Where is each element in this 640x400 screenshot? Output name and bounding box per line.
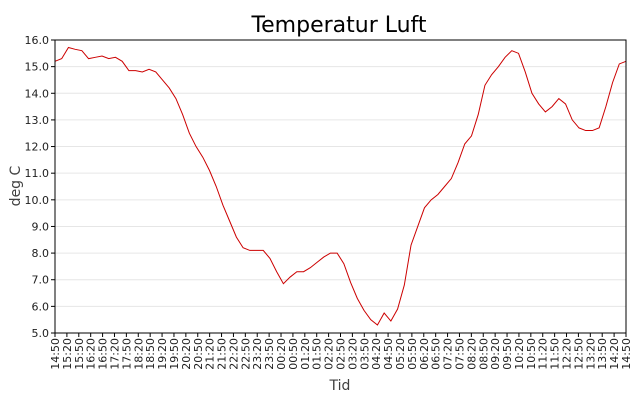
x-tick-label: 22:50 (239, 338, 252, 370)
x-tick-label: 15:20 (61, 338, 74, 370)
x-tick-label: 09:20 (489, 338, 502, 370)
x-tick-label: 07:50 (453, 338, 466, 370)
x-axis-label: Tid (329, 378, 351, 394)
x-tick-label: 14:20 (608, 338, 621, 370)
x-tick-label: 15:50 (73, 338, 86, 370)
plot-area-frame (54, 39, 627, 334)
x-axis-ticks: 14:5015:2015:5016:2016:5017:2017:5018:20… (49, 333, 633, 370)
y-tick-label: 14.0 (25, 87, 50, 100)
x-tick-label: 12:20 (561, 338, 574, 370)
y-tick-label: 13.0 (25, 114, 50, 127)
x-tick-label: 20:20 (180, 338, 193, 370)
x-tick-label: 02:20 (323, 338, 336, 370)
x-tick-label: 12:50 (572, 338, 585, 370)
x-tick-label: 18:20 (132, 338, 145, 370)
y-tick-label: 12.0 (25, 141, 50, 154)
x-tick-label: 10:20 (513, 338, 526, 370)
x-tick-label: 03:50 (358, 338, 371, 370)
x-tick-label: 11:50 (549, 338, 562, 370)
x-tick-label: 06:20 (418, 338, 431, 370)
x-tick-label: 08:20 (465, 338, 478, 370)
x-tick-label: 23:50 (263, 338, 276, 370)
x-tick-label: 17:20 (108, 338, 121, 370)
x-tick-label: 14:50 (49, 338, 62, 370)
y-tick-label: 11.0 (25, 167, 50, 180)
x-tick-label: 01:50 (311, 338, 324, 370)
x-tick-label: 21:20 (204, 338, 217, 370)
y-tick-label: 8.0 (32, 247, 50, 260)
x-tick-label: 13:50 (596, 338, 609, 370)
x-tick-label: 18:50 (144, 338, 157, 370)
x-tick-label: 03:20 (346, 338, 359, 370)
chart-title: Temperatur Luft (250, 13, 426, 38)
x-tick-label: 04:50 (382, 338, 395, 370)
x-tick-label: 00:20 (275, 338, 288, 370)
x-tick-label: 22:20 (227, 338, 240, 370)
x-tick-label: 14:50 (620, 338, 633, 370)
series-line (54, 46, 627, 326)
x-tick-label: 07:20 (442, 338, 455, 370)
x-tick-label: 16:50 (97, 338, 110, 370)
x-tick-label: 02:50 (335, 338, 348, 370)
y-tick-label: 15.0 (25, 61, 50, 74)
grid-lines (55, 66, 626, 307)
x-tick-label: 00:50 (287, 338, 300, 370)
x-tick-label: 13:20 (584, 338, 597, 370)
y-axis-ticks: 5.0 6.0 7.0 8.0 9.0 10.0 11.0 12.0 13.0 14.0 15.0 1… (25, 34, 55, 340)
x-tick-label: 04:20 (370, 338, 383, 370)
y-tick-label: 10.0 (25, 194, 50, 207)
x-tick-label: 21:50 (216, 338, 229, 370)
y-tick-label: 7.0 (32, 274, 50, 287)
x-tick-label: 01:20 (299, 338, 312, 370)
x-tick-label: 20:50 (192, 338, 205, 370)
x-tick-label: 23:20 (251, 338, 264, 370)
x-tick-label: 06:50 (430, 338, 443, 370)
x-tick-label: 05:50 (406, 338, 419, 370)
y-tick-label: 5.0 (32, 327, 50, 340)
y-tick-label: 6.0 (32, 300, 50, 313)
x-tick-label: 08:50 (477, 338, 490, 370)
x-tick-label: 05:20 (394, 338, 407, 370)
y-tick-label: 9.0 (32, 220, 50, 233)
x-tick-label: 11:20 (537, 338, 550, 370)
y-tick-label: 16.0 (25, 34, 50, 47)
x-tick-label: 10:50 (525, 338, 538, 370)
x-tick-label: 16:20 (85, 338, 98, 370)
x-tick-label: 19:50 (168, 338, 181, 370)
x-tick-label: 19:20 (156, 338, 169, 370)
y-axis-label: deg C (8, 165, 24, 206)
x-tick-label: 17:50 (120, 338, 133, 370)
x-tick-label: 09:50 (501, 338, 514, 370)
